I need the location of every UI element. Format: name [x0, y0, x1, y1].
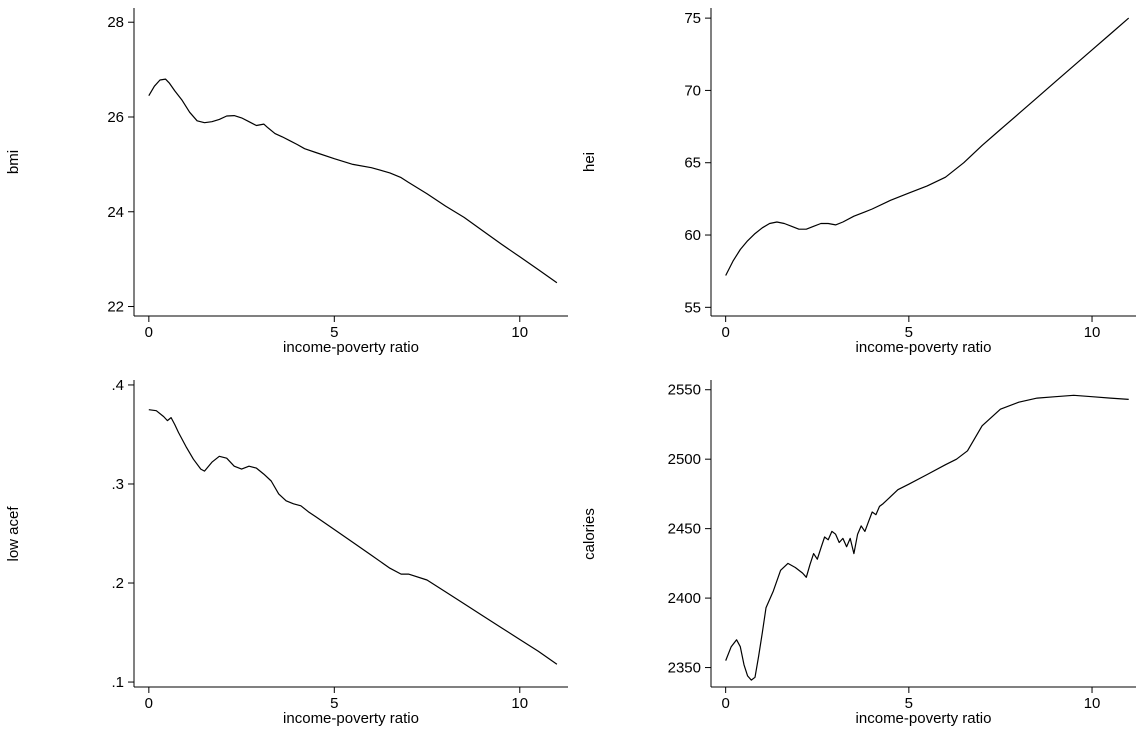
y-axis-title: hei — [581, 152, 598, 172]
y-tick-label: 2550 — [668, 382, 701, 399]
y-tick-label: 2500 — [668, 451, 701, 468]
y-tick-label: .2 — [111, 575, 124, 592]
x-tick-label: 5 — [905, 324, 913, 341]
x-tick-label: 10 — [1084, 695, 1101, 712]
x-tick-label: 0 — [145, 695, 153, 712]
x-tick-label: 10 — [1084, 324, 1101, 341]
y-tick-label: 24 — [107, 204, 124, 221]
panel-hei: 55 60 65 70 75 0 5 10 income-poverty ratio hei — [581, 8, 1136, 356]
x-tick-label: 5 — [330, 695, 338, 712]
x-tick-label: 10 — [511, 324, 528, 341]
series-line — [148, 409, 558, 665]
x-axis-title: income-poverty ratio — [856, 710, 992, 727]
y-tick-label: 65 — [684, 155, 701, 172]
y-tick-label: 2450 — [668, 521, 701, 538]
y-tick-label: 28 — [107, 14, 124, 31]
y-tick-label: 75 — [684, 10, 701, 27]
x-tick-label: 5 — [905, 695, 913, 712]
series-line — [725, 394, 1129, 681]
y-tick-label: 55 — [684, 299, 701, 316]
y-tick-label: 26 — [107, 109, 124, 126]
y-axis-title: low acef — [5, 506, 22, 562]
y-tick-label: 60 — [684, 227, 701, 244]
y-tick-label: 22 — [107, 299, 124, 316]
x-tick-label: 0 — [721, 324, 729, 341]
x-tick-label: 5 — [330, 324, 338, 341]
x-tick-label: 10 — [511, 695, 528, 712]
y-tick-label: .4 — [111, 377, 124, 394]
y-tick-label: 2350 — [668, 660, 701, 677]
x-axis-title: income-poverty ratio — [856, 339, 992, 356]
x-axis-title: income-poverty ratio — [283, 710, 419, 727]
x-tick-label: 0 — [145, 324, 153, 341]
x-tick-label: 0 — [721, 695, 729, 712]
panel-bmi: 22 24 26 28 0 5 10 income-poverty ratio bmi — [5, 8, 568, 356]
y-axis-title: bmi — [5, 150, 22, 174]
y-tick-label: .3 — [111, 476, 124, 493]
panel-low-acef: .1 .2 .3 .4 0 5 10 income-poverty ratio low acef — [5, 377, 568, 727]
series-line — [725, 17, 1130, 276]
y-tick-label: 70 — [684, 82, 701, 99]
series-line — [148, 78, 558, 284]
panel-calories: 2350 2400 2450 2500 2550 0 5 10 income-poverty r… — [581, 380, 1136, 727]
y-axis-title: calories — [581, 508, 598, 560]
y-tick-label: 2400 — [668, 590, 701, 607]
y-tick-label: .1 — [111, 674, 124, 691]
x-axis-title: income-poverty ratio — [283, 339, 419, 356]
